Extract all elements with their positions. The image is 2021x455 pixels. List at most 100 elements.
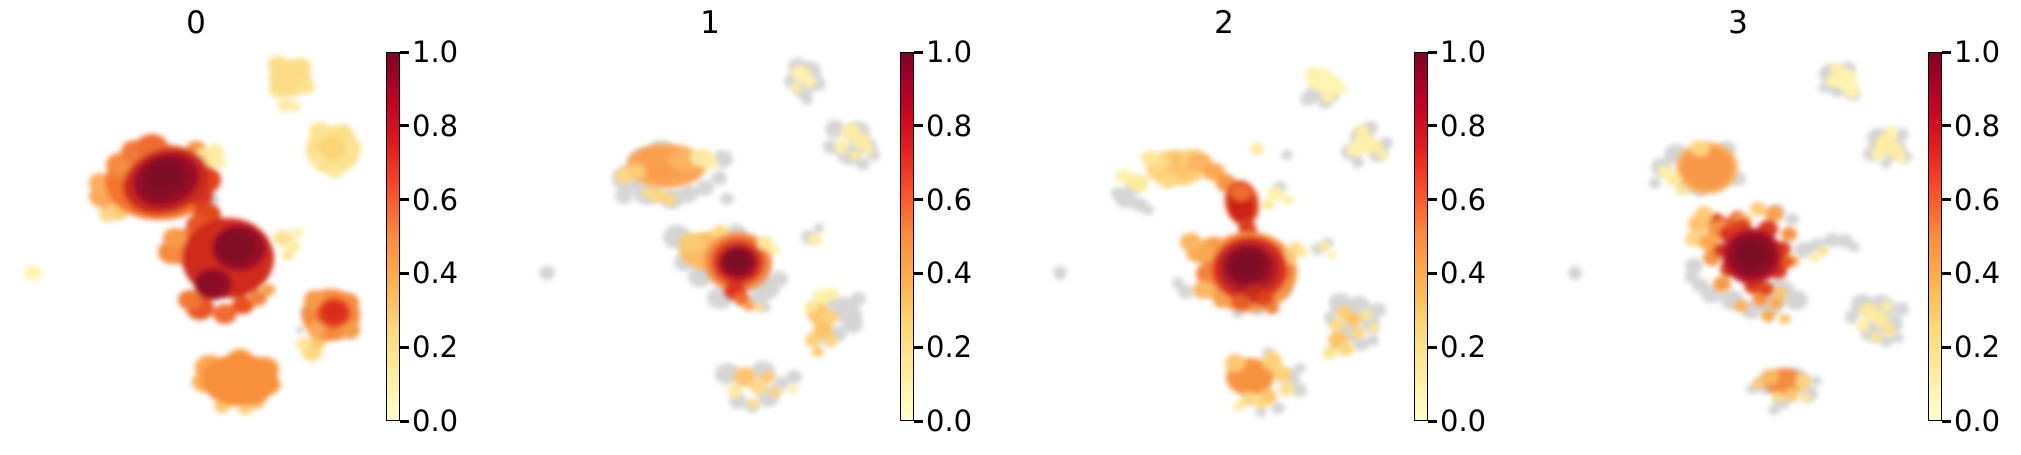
density-blob — [747, 399, 759, 409]
density-blob — [324, 302, 346, 322]
umap-panel-2: 2 1.0 0.8 0.6 0.4 0.2 0.0 — [1028, 0, 1507, 455]
density-blob — [790, 83, 802, 93]
na-cell-blob — [1568, 266, 1582, 280]
density-blob — [1699, 233, 1719, 251]
density-blob — [318, 136, 346, 160]
density-blob — [1329, 319, 1343, 331]
density-layer — [1658, 63, 1907, 403]
density-blob — [198, 272, 224, 294]
density-blob — [825, 335, 837, 347]
density-blob — [805, 333, 821, 347]
na-cell-blob — [1367, 334, 1379, 346]
density-blob — [1141, 151, 1159, 165]
density-blob — [1323, 347, 1337, 359]
density-blob — [1321, 91, 1335, 103]
density-blob — [1779, 314, 1791, 324]
density-blob — [1713, 276, 1731, 292]
density-blob — [1870, 332, 1882, 342]
density-blob — [1360, 310, 1372, 320]
density-blob — [1355, 125, 1369, 137]
na-cell-blob — [1692, 278, 1708, 292]
density-blob — [336, 154, 354, 170]
density-blob — [144, 161, 180, 191]
na-cell-blob — [713, 150, 733, 168]
density-blob — [1752, 379, 1764, 389]
density-blob — [307, 322, 325, 338]
density-blob — [1736, 240, 1766, 268]
density-blob — [1750, 202, 1766, 216]
na-cell-blob — [1291, 383, 1307, 397]
na-cell-blob — [825, 120, 845, 138]
density-blob — [1262, 200, 1274, 210]
density-blob — [1241, 392, 1257, 406]
density-blob — [770, 387, 782, 397]
density-blob — [1881, 301, 1893, 311]
density-blob — [664, 194, 676, 206]
umap-panel-1: 1 1.0 0.8 0.6 0.4 0.2 0.0 — [514, 0, 993, 455]
density-blob — [24, 265, 42, 281]
density-blob — [1781, 227, 1797, 241]
density-blob — [293, 228, 303, 238]
density-blob — [812, 347, 824, 357]
na-cell-blob — [1810, 376, 1822, 386]
na-cell-blob — [1892, 333, 1904, 343]
density-layer — [1116, 67, 1388, 411]
density-blob — [1873, 311, 1889, 327]
na-cell-blob — [1879, 335, 1893, 347]
density-blob — [268, 56, 288, 74]
density-blob — [286, 240, 300, 252]
density-blob — [834, 140, 848, 154]
density-blob — [291, 58, 311, 76]
density-blob — [1897, 154, 1907, 164]
na-cell-blob — [1845, 310, 1859, 324]
na-cell-blob — [801, 93, 813, 105]
density-blob — [178, 290, 202, 310]
density-blob — [309, 122, 331, 142]
density-blob — [1345, 313, 1361, 327]
density-blob — [820, 309, 838, 325]
na-cell-blob — [1895, 128, 1909, 140]
density-blob — [1773, 287, 1787, 299]
na-cell-blob — [696, 180, 714, 196]
na-cell-blob — [1271, 402, 1285, 414]
density-blob — [1305, 67, 1321, 81]
density-blob — [1193, 281, 1215, 299]
density-blob — [841, 123, 861, 141]
na-cell-blob — [814, 223, 824, 233]
density-blob — [1213, 292, 1231, 308]
density-blob — [761, 371, 775, 383]
na-cell-blob — [1370, 303, 1386, 317]
density-blob — [702, 155, 718, 169]
na-cell-blob — [1353, 337, 1369, 351]
density-blob — [804, 301, 818, 313]
density-blob — [849, 150, 861, 160]
density-blob — [1690, 140, 1710, 156]
panel-title: 0 — [186, 5, 206, 41]
embedding-scatter-plot — [1568, 62, 1912, 415]
colorbar — [900, 52, 914, 421]
density-blob — [1279, 382, 1295, 396]
na-cell-blob — [786, 370, 802, 384]
density-blob — [1233, 401, 1245, 411]
density-blob — [1769, 297, 1783, 309]
density-blob — [1250, 143, 1264, 155]
embedding-scatter-plot — [539, 58, 880, 413]
density-blob — [1368, 323, 1378, 333]
density-blob — [788, 385, 798, 393]
colorbar — [1414, 52, 1428, 421]
density-blob — [1265, 302, 1279, 314]
density-blob — [99, 206, 117, 222]
na-cell-blob — [711, 171, 727, 185]
density-blob — [1318, 241, 1330, 251]
density-blob — [1676, 185, 1688, 195]
embedding-scatter-plot — [24, 56, 361, 415]
na-cell-blob — [770, 271, 788, 287]
na-cell-blob — [1281, 150, 1293, 160]
density-blob — [679, 233, 705, 253]
density-blob — [808, 234, 822, 246]
density-blob — [1780, 256, 1794, 268]
density-blob — [1830, 63, 1844, 75]
density-blob — [1695, 206, 1713, 222]
na-cell-blob — [856, 158, 870, 170]
